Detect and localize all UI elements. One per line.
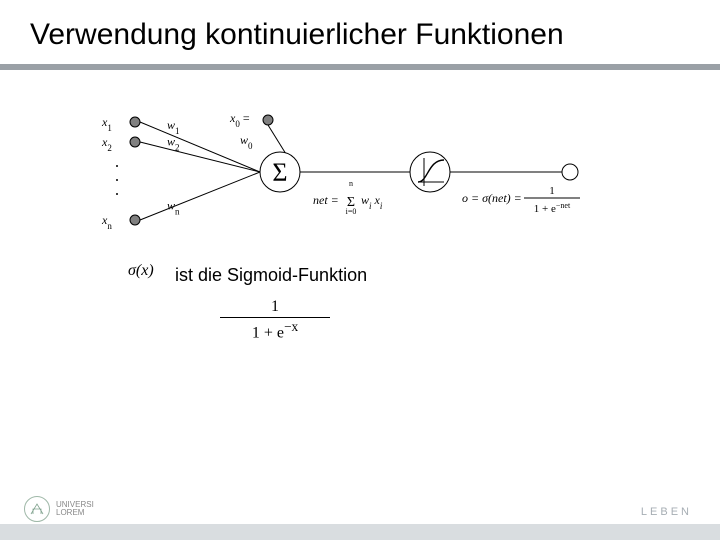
svg-text:1 + e−net: 1 + e−net <box>534 201 571 216</box>
svg-text:n: n <box>349 179 353 188</box>
svg-text:x1: x1 <box>101 115 112 133</box>
svg-text:net =: net = <box>313 193 339 207</box>
sigmoid-caption: ist die Sigmoid-Funktion <box>175 265 367 286</box>
svg-text:Σ: Σ <box>347 195 355 210</box>
university-text: UNIVERSI LOREM <box>56 501 94 517</box>
fraction-numerator: 1 <box>220 298 330 318</box>
svg-text:wi xi: wi xi <box>361 193 383 211</box>
neuron-diagram: x1w1x2w2xnwnx0 = w0Σni=0net = Σ wi xio =… <box>80 100 640 260</box>
title-underline <box>0 64 720 70</box>
svg-text:x0 =: x0 = <box>229 111 250 129</box>
svg-text:x2: x2 <box>101 135 112 153</box>
sigma-of-x: σ(x) <box>128 262 154 280</box>
slide: Verwendung kontinuierlicher Funktionen x… <box>0 0 720 540</box>
svg-text:Σ: Σ <box>272 158 287 187</box>
slide-title: Verwendung kontinuierlicher Funktionen <box>30 18 564 52</box>
uni-line-2: LOREM <box>56 509 94 517</box>
svg-text:xn: xn <box>101 213 112 231</box>
footer-bar <box>0 524 720 540</box>
footer-logo: UNIVERSI LOREM <box>24 496 94 522</box>
footer-right-text: LEBEN <box>641 506 692 518</box>
fraction-denominator: 1 + e−x <box>220 318 330 342</box>
svg-text:w0: w0 <box>240 133 253 151</box>
svg-text:wn: wn <box>167 198 180 216</box>
den-exp: −x <box>284 319 298 334</box>
sigmoid-formula: 1 1 + e−x <box>220 298 330 342</box>
svg-text:1: 1 <box>549 185 555 197</box>
den-prefix: 1 + e <box>252 324 284 341</box>
svg-text:o = σ(net) =: o = σ(net) = <box>462 191 522 205</box>
university-seal-icon <box>24 496 50 522</box>
svg-text:w1: w1 <box>167 118 180 136</box>
neuron-svg: x1w1x2w2xnwnx0 = w0Σni=0net = Σ wi xio =… <box>80 100 640 260</box>
